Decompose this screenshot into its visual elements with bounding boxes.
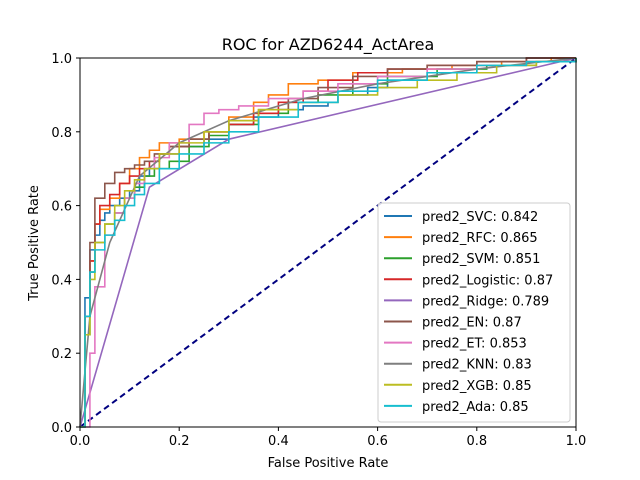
x-tick-label: 0.4 [268,434,289,449]
y-tick-label: 1.0 [51,52,72,67]
x-tick-label: 1.0 [566,434,587,449]
legend-label: pred2_Ridge: 0.789 [422,294,549,309]
legend-label: pred2_SVC: 0.842 [422,210,538,225]
x-axis-label: False Positive Rate [268,456,389,471]
axes-frame [79,57,577,428]
legend-label: pred2_Ada: 0.85 [422,400,529,415]
x-tick-label: 0.8 [466,434,487,449]
roc-curve-4 [79,57,577,428]
legend-label: pred2_KNN: 0.83 [422,358,532,373]
roc-curve-9 [80,58,577,428]
plot-area: 0.0 0.2 0.4 0.6 0.8 1.0 0.0 0.2 0.4 0.6 0.8 1.0 [51,52,586,449]
legend-label: pred2_XGB: 0.85 [422,379,532,394]
y-tick-label: 0.0 [51,421,72,436]
legend-label: pred2_SVM: 0.851 [422,252,540,267]
legend-label: pred2_RFC: 0.865 [422,231,538,246]
diagonal-reference-line [79,57,577,428]
x-tick-label: 0.6 [367,434,388,449]
x-tick-label: 0.0 [70,434,91,449]
y-axis-label: True Positive Rate [27,185,42,302]
y-tick-label: 0.8 [51,126,72,141]
y-tick-label: 0.4 [51,273,72,288]
legend-box [377,202,571,423]
x-tick-label: 0.2 [169,434,190,449]
y-tick-label: 0.2 [51,347,72,362]
legend-label: pred2_EN: 0.87 [422,316,522,331]
legend-label: pred2_Logistic: 0.87 [422,273,553,288]
y-tick-label: 0.6 [51,200,72,215]
chart-title: ROC for AZD6244_ActArea [222,35,435,55]
legend-label: pred2_ET: 0.853 [422,337,527,352]
legend: pred2_SVC: 0.842 pred2_RFC: 0.865 pred2_SV… [377,202,571,423]
